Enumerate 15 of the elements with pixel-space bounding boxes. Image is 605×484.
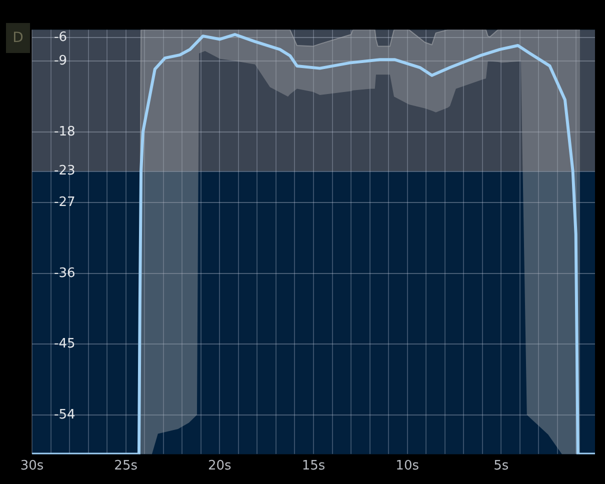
y-tick-label: -9 [54, 54, 67, 69]
x-tick-label: 25s [114, 458, 138, 474]
x-tick-label: 5s [494, 458, 509, 474]
y-tick-label: -54 [54, 407, 76, 422]
y-tick-label: -6 [54, 30, 67, 46]
y-tick-label: -27 [54, 195, 76, 210]
d-button: D [6, 23, 30, 53]
x-tick-label: 30s [20, 458, 44, 474]
y-tick-label: -18 [54, 124, 76, 140]
x-tick-label: 10s [396, 458, 420, 474]
x-tick-label: 20s [208, 458, 232, 474]
y-tick-label: -23 [54, 164, 76, 179]
y-tick-label: -45 [54, 336, 76, 352]
y-tick-label: -36 [54, 266, 76, 281]
x-tick-label: 15s [302, 458, 326, 474]
